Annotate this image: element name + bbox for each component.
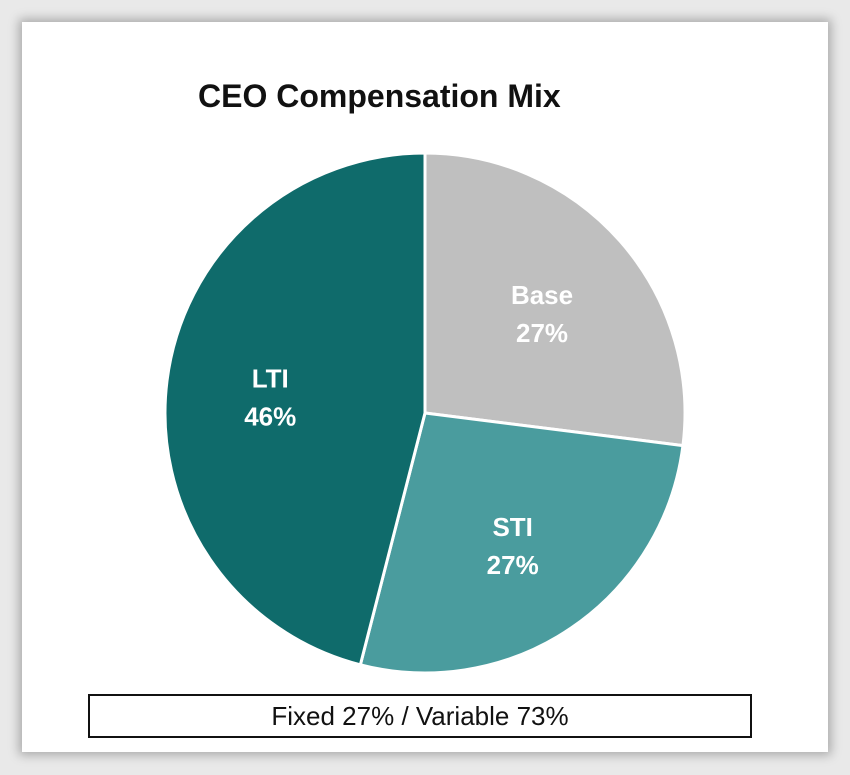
chart-title: CEO Compensation Mix <box>198 78 561 114</box>
slice-label-base: Base <box>511 280 573 310</box>
pie-slices <box>163 151 687 675</box>
slice-label-sti: STI <box>492 512 532 542</box>
slice-value-lti: 46% <box>244 401 296 431</box>
pie-slice-lti <box>163 151 427 667</box>
fixed-variable-summary: Fixed 27% / Variable 73% <box>88 694 752 738</box>
slice-value-base: 27% <box>516 318 568 348</box>
pie-slice-base <box>423 151 687 448</box>
slice-value-sti: 27% <box>487 550 539 580</box>
pie-slice-sti <box>358 411 685 675</box>
pie-labels: Base 27% STI 27% LTI 46% <box>244 280 573 580</box>
slice-label-lti: LTI <box>252 363 289 393</box>
